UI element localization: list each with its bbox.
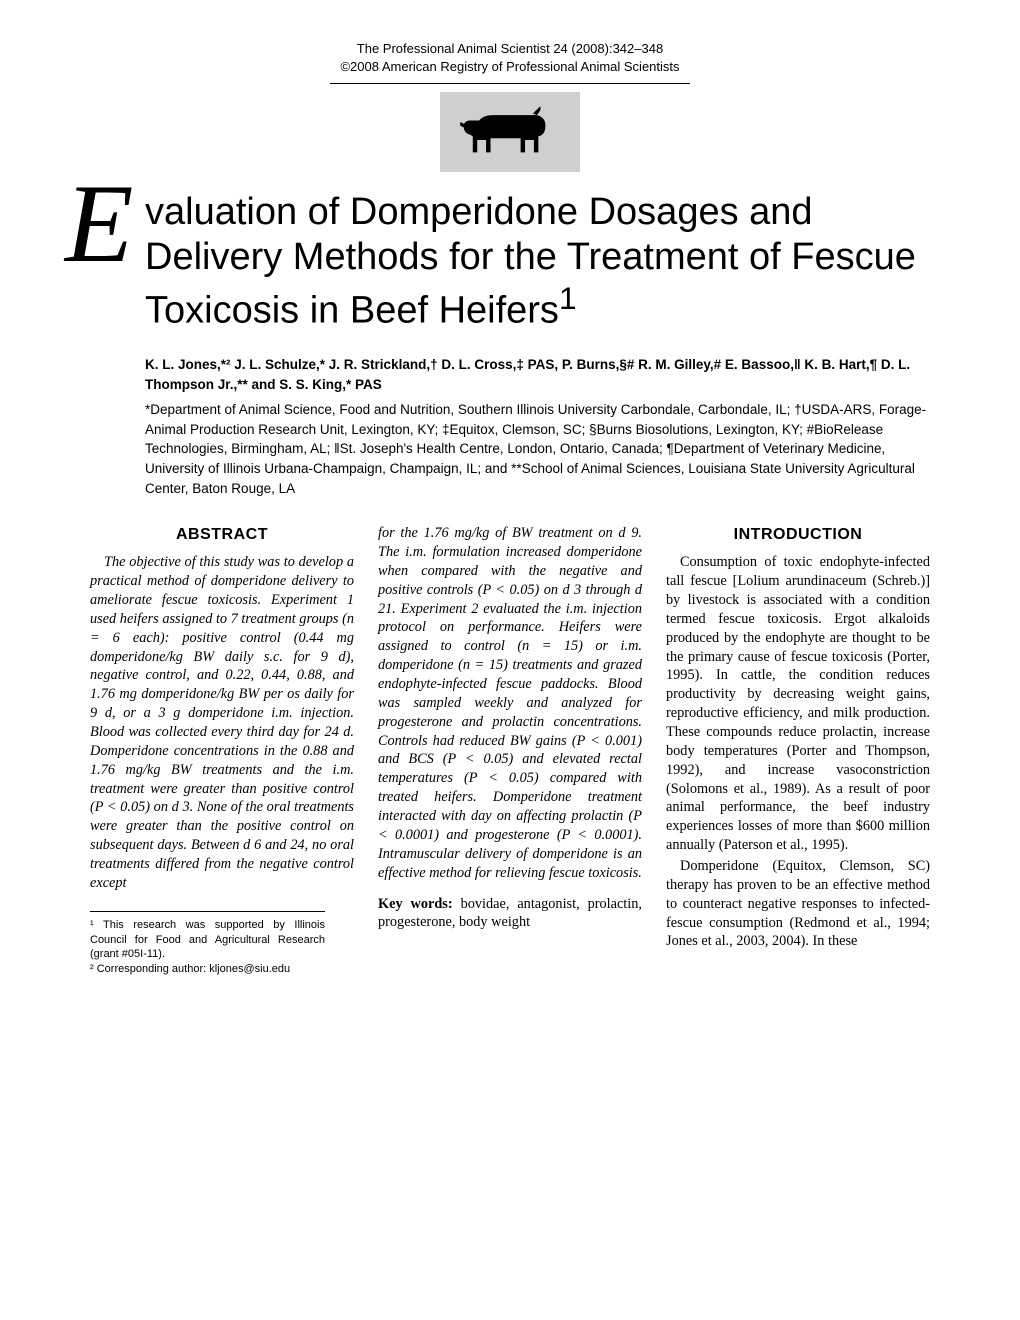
species-icon-box: [440, 92, 580, 172]
keywords-line: Key words: bovidae, antagonist, prolacti…: [378, 895, 642, 933]
cow-icon: [455, 101, 565, 163]
abstract-text-part2: for the 1.76 mg/kg of BW treatment on d …: [378, 524, 642, 882]
footnotes-block: ¹ This research was supported by Illinoi…: [90, 911, 325, 977]
header-rule: [330, 83, 690, 84]
journal-header: The Professional Animal Scientist 24 (20…: [90, 40, 930, 75]
introduction-heading: INTRODUCTION: [666, 524, 930, 545]
intro-paragraph-2: Domperidone (Equitox, Clemson, SC) thera…: [666, 857, 930, 951]
journal-citation: The Professional Animal Scientist 24 (20…: [90, 40, 930, 58]
footnote-2: ² Corresponding author: kljones@siu.edu: [90, 962, 325, 977]
column-2: for the 1.76 mg/kg of BW treatment on d …: [378, 524, 642, 977]
journal-copyright: ©2008 American Registry of Professional …: [90, 58, 930, 76]
article-title: valuation of Domperidone Dosages and Del…: [145, 190, 930, 333]
affiliation-list: *Department of Animal Science, Food and …: [145, 400, 930, 498]
title-footnote-marker: 1: [559, 280, 577, 316]
abstract-heading: ABSTRACT: [90, 524, 354, 545]
keywords-label: Key words:: [378, 896, 453, 912]
intro-paragraph-1: Consumption of toxic endophyte-infected …: [666, 553, 930, 855]
body-columns: ABSTRACT The objective of this study was…: [90, 524, 930, 977]
abstract-text-part1: The objective of this study was to devel…: [90, 553, 354, 892]
author-list: K. L. Jones,*² J. L. Schulze,* J. R. Str…: [145, 355, 930, 394]
footnote-1: ¹ This research was supported by Illinoi…: [90, 918, 325, 963]
column-1: ABSTRACT The objective of this study was…: [90, 524, 354, 977]
article-title-block: E valuation of Domperidone Dosages and D…: [145, 190, 930, 333]
title-text: valuation of Domperidone Dosages and Del…: [145, 191, 916, 331]
title-drop-cap: E: [65, 168, 133, 280]
column-3: INTRODUCTION Consumption of toxic endoph…: [666, 524, 930, 977]
